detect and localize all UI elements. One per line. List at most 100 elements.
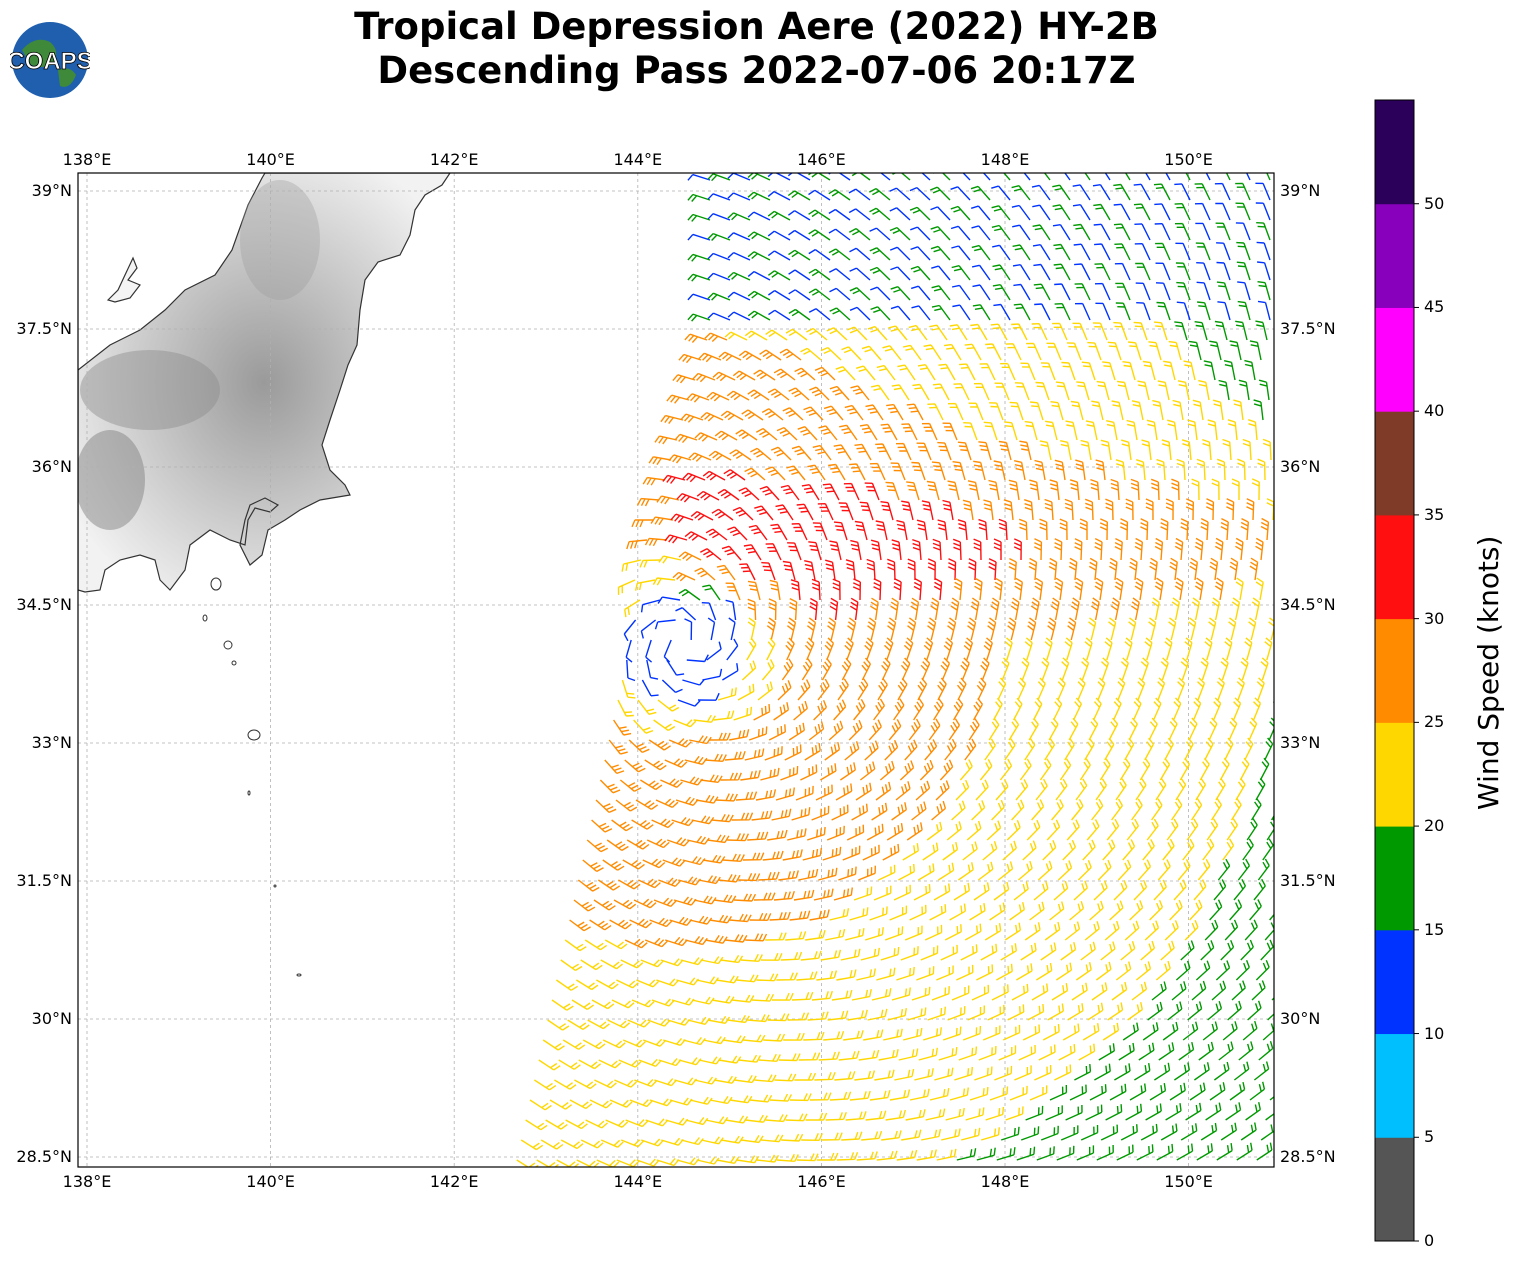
wind-barb: [1098, 1043, 1115, 1061]
wind-barb: [1199, 757, 1210, 781]
wind-barb: [631, 819, 654, 830]
colorbar-tick-label: 30: [1424, 608, 1445, 628]
wind-barb: [1173, 879, 1187, 901]
wind-barb: [932, 538, 942, 561]
wind-barb: [993, 538, 1002, 560]
wind-barb: [869, 1090, 891, 1101]
wind-barb: [1125, 1103, 1143, 1121]
wind-barb: [1011, 983, 1029, 1001]
wind-barb: [955, 779, 970, 801]
wind-barb: [801, 484, 820, 501]
wind-barb: [1251, 980, 1266, 1001]
colorbar-tick-label: 10: [1424, 1023, 1445, 1043]
wind-barb: [989, 402, 1004, 421]
wind-barb: [1155, 960, 1171, 981]
wind-barb: [1256, 677, 1265, 701]
wind-barb: [1185, 498, 1194, 521]
wind-barb: [1113, 183, 1131, 201]
wind-barb: [682, 856, 706, 866]
lat-label-left: 37.5°N: [16, 319, 72, 338]
wind-barb: [804, 560, 816, 581]
wind-barb: [1253, 1061, 1270, 1081]
wind-barb: [946, 821, 962, 841]
wind-barb: [687, 213, 711, 222]
wind-barb: [639, 559, 662, 568]
wind-barb: [876, 1150, 898, 1161]
wind-barb: [626, 659, 636, 682]
wind-barb: [656, 495, 680, 505]
wind-barb: [927, 1006, 946, 1021]
wind-barb: [1235, 182, 1251, 201]
wind-barb: [609, 919, 632, 930]
wind-barb: [664, 936, 688, 947]
wind-barb: [785, 1113, 808, 1122]
wind-barb: [1224, 737, 1234, 761]
wind-barb: [951, 245, 971, 261]
wind-barb: [1096, 1144, 1114, 1161]
wind-barb: [1044, 921, 1061, 941]
wind-barb: [1196, 458, 1206, 481]
wind-barb: [901, 1129, 922, 1141]
wind-barb: [1080, 941, 1096, 961]
wind-barb: [956, 677, 967, 701]
wind-barb: [1091, 798, 1104, 821]
wind-barb: [1040, 942, 1057, 961]
wind-barb: [1132, 697, 1142, 721]
wind-barb: [691, 996, 715, 1005]
wind-barb: [913, 698, 924, 721]
wind-barb: [1059, 758, 1072, 781]
wind-barb: [814, 366, 836, 381]
wind-barb: [1091, 982, 1108, 1001]
wind-barb: [738, 487, 760, 501]
wind-barb: [808, 308, 831, 321]
wind-barb: [1051, 799, 1064, 821]
wind-barb: [1249, 899, 1262, 921]
wind-barb: [1266, 173, 1271, 181]
wind-barb: [1233, 878, 1247, 901]
wind-barb: [789, 910, 811, 921]
wind-barb: [1137, 380, 1150, 401]
wind-barb: [1165, 173, 1171, 181]
wind-barb: [666, 394, 690, 404]
wind-barb: [1028, 717, 1039, 741]
wind-barb: [1131, 981, 1148, 1001]
wind-barb: [646, 659, 659, 680]
wind-barb: [890, 597, 899, 621]
wind-barb: [936, 965, 954, 981]
wind-barb: [760, 952, 783, 961]
wind-barb: [1111, 798, 1124, 821]
wind-barb: [781, 658, 794, 681]
wind-barb: [1106, 818, 1120, 841]
wind-barb: [758, 1053, 781, 1062]
wind-barb: [747, 211, 771, 221]
wind-barb: [1076, 381, 1090, 401]
wind-barb: [859, 761, 876, 781]
wind-barb: [882, 345, 902, 361]
wind-barb: [638, 1058, 662, 1067]
wind-barb: [1162, 838, 1175, 861]
lat-label-right: 39°N: [1280, 181, 1321, 200]
wind-barb: [1240, 1122, 1257, 1141]
wind-barb: [727, 833, 750, 842]
wind-barb: [899, 760, 915, 781]
wind-barb: [1149, 557, 1158, 581]
wind-barb: [798, 868, 819, 881]
wind-barb: [768, 724, 786, 741]
wind-barb: [696, 976, 719, 985]
wind-barb: [1172, 399, 1184, 421]
wind-barb: [626, 539, 648, 550]
wind-barb: [748, 524, 768, 541]
wind-barb: [984, 738, 996, 761]
wind-barb: [684, 531, 708, 541]
wind-barb: [1189, 1082, 1206, 1101]
wind-barb: [743, 1034, 766, 1043]
wind-barb: [1048, 717, 1059, 741]
wind-barb: [901, 423, 918, 441]
wind-barb: [969, 902, 986, 921]
wind-barb: [1108, 717, 1119, 741]
wind-barb: [845, 559, 856, 581]
wind-barb: [778, 870, 799, 881]
wind-barb: [778, 1053, 801, 1062]
wind-barb: [949, 1087, 969, 1101]
wind-barb: [938, 363, 956, 381]
